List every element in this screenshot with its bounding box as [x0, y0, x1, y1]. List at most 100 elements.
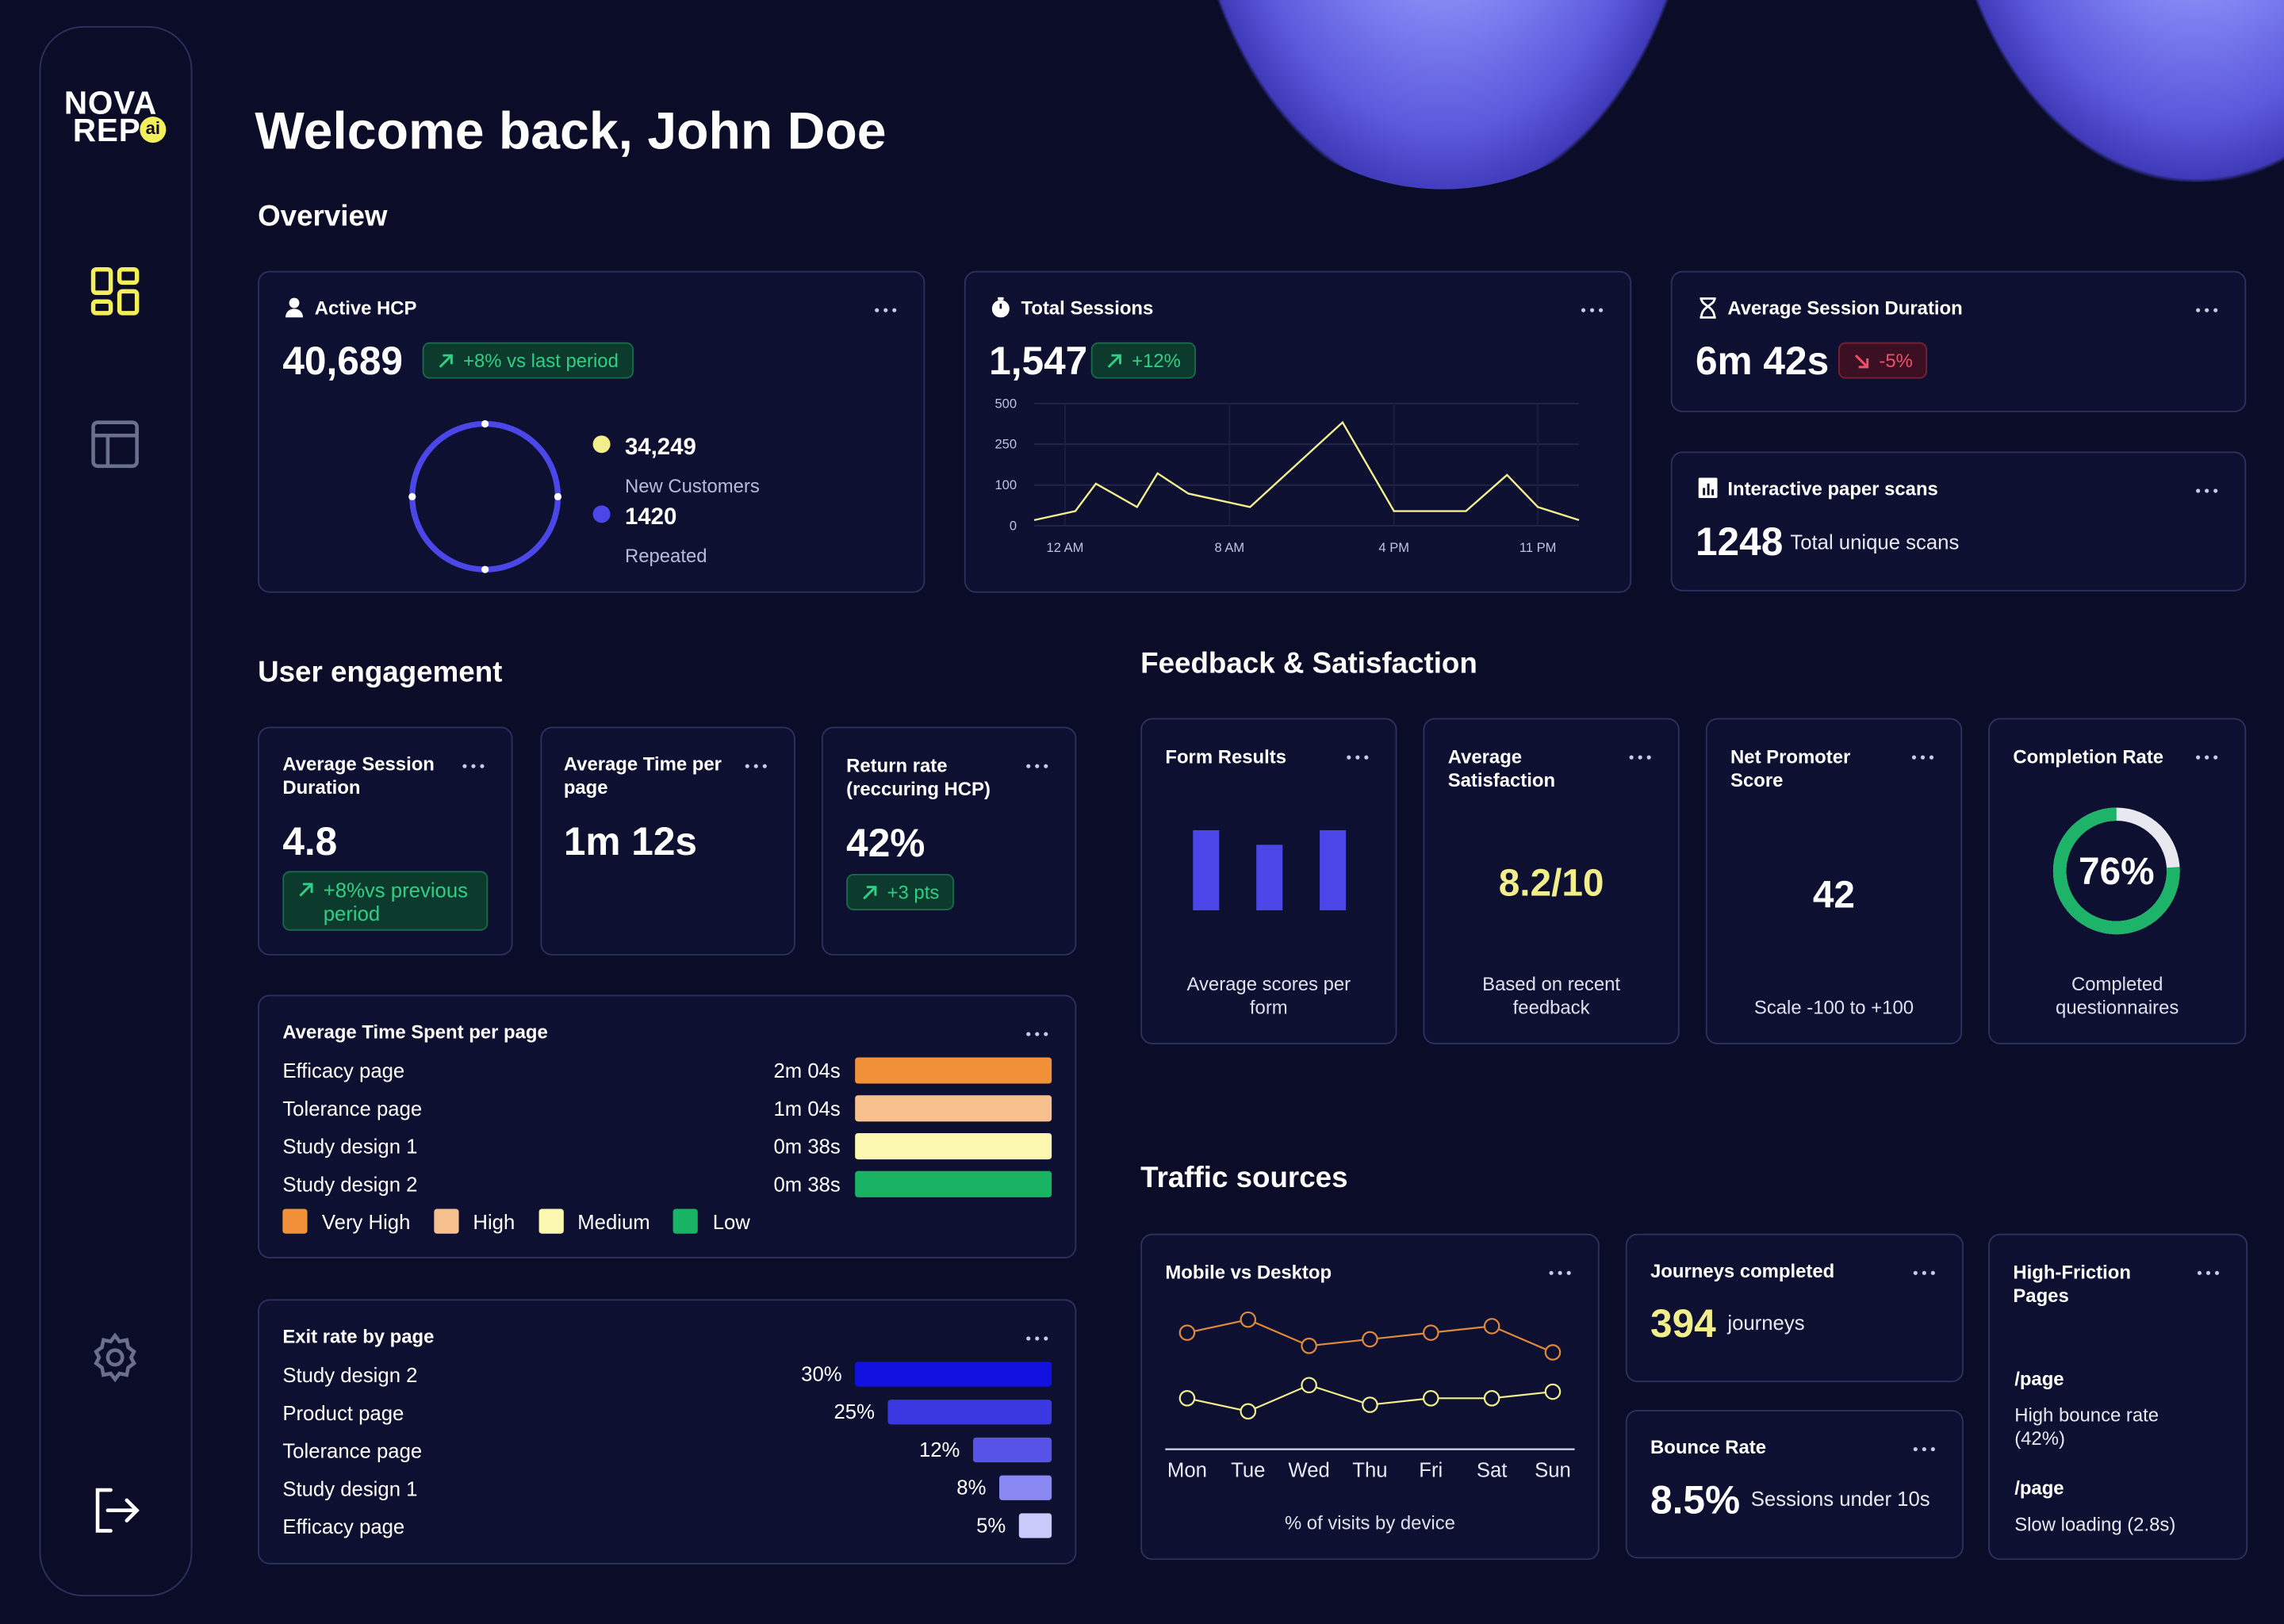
dot [1355, 755, 1360, 760]
nav-logout[interactable] [90, 1486, 140, 1535]
card [258, 1299, 1077, 1565]
legend-swatch [538, 1208, 563, 1234]
card-title: Exit rate by page [282, 1325, 435, 1348]
dot [1035, 1032, 1040, 1036]
menu-dots[interactable] [1911, 754, 1934, 760]
kpi-note: Total unique scans [1790, 530, 1960, 553]
change-text: +12% [1132, 349, 1181, 372]
dot [462, 764, 467, 768]
menu-dots[interactable] [2195, 308, 2218, 313]
card-title: Net Promoter Score [1730, 745, 1851, 791]
section-title: User engagement [258, 657, 503, 689]
menu-dots[interactable] [2197, 1270, 2220, 1276]
time-value: 1m 04s [773, 1097, 841, 1120]
dot [480, 764, 485, 768]
kpi-value: 8.5% [1650, 1478, 1741, 1522]
card-caption: Based on recent feedback [1482, 972, 1621, 1018]
menu-dots[interactable] [1346, 754, 1369, 760]
dot [2213, 488, 2218, 493]
kpi-value: 1248 [1695, 519, 1784, 564]
arrow-up [299, 883, 313, 897]
legend-swatch [433, 1208, 459, 1234]
dot [2205, 308, 2209, 312]
card [1625, 1409, 1964, 1559]
dot [1566, 1270, 1571, 1275]
menu-dots[interactable] [2195, 488, 2218, 493]
customer-value: 1420 [624, 505, 677, 530]
dot [1930, 1447, 1935, 1452]
page-name: Study design 2 [282, 1363, 418, 1387]
dot [1026, 1032, 1031, 1036]
nav-settings[interactable] [90, 1332, 140, 1383]
section-title: Overview [258, 201, 388, 233]
legend-swatch [673, 1208, 699, 1234]
dot [2205, 488, 2209, 493]
change-text: +8%vs previous period [323, 878, 468, 925]
page-name: Study design 1 [282, 1134, 418, 1159]
page-name: Efficacy page [282, 1059, 405, 1082]
menu-dots[interactable] [874, 308, 897, 313]
dot [1638, 755, 1642, 760]
page-name: Efficacy page [282, 1515, 405, 1538]
level-bar [855, 1133, 1052, 1160]
kpi-value: 42% [846, 821, 925, 866]
dot [2196, 488, 2201, 493]
legend-dot [592, 505, 611, 523]
menu-dots[interactable] [1913, 1270, 1936, 1276]
card-caption: % of visits by device [1284, 1511, 1455, 1534]
dot [1364, 755, 1369, 760]
dot [762, 764, 767, 768]
arrow-down [1854, 354, 1869, 368]
dot [1911, 755, 1917, 760]
card-title: Interactive paper scans [1727, 477, 1938, 500]
nav-layout[interactable] [90, 419, 140, 469]
card-title: Total Sessions [1021, 297, 1154, 320]
section-title: Traffic sources [1140, 1162, 1348, 1195]
decor-torus [1191, 0, 1695, 190]
card [258, 994, 1077, 1258]
card-caption: Scale -100 to +100 [1753, 996, 1914, 1018]
card [1988, 1233, 2248, 1561]
menu-dots[interactable] [2195, 754, 2218, 760]
dot [2197, 1270, 2202, 1275]
card-title: Average Session Duration [282, 753, 435, 798]
card-title: Form Results [1165, 745, 1286, 768]
legend-label: High [473, 1209, 515, 1233]
menu-dots[interactable] [1025, 1031, 1048, 1036]
menu-dots[interactable] [1913, 1446, 1936, 1452]
legend-swatch [282, 1208, 308, 1234]
kpi-value: 6m 42s [1695, 339, 1830, 384]
menu-dots[interactable] [462, 763, 485, 768]
nav-dashboard[interactable] [90, 266, 140, 316]
dot [1589, 308, 1595, 312]
menu-dots[interactable] [1628, 754, 1651, 760]
card [1625, 1233, 1964, 1383]
icon-user [286, 297, 304, 318]
kpi-note: Sessions under 10s [1750, 1487, 1930, 1511]
dot [1629, 755, 1634, 760]
dot [1026, 1336, 1031, 1341]
menu-dots[interactable] [1025, 1335, 1048, 1341]
dot [2205, 755, 2209, 760]
arrow-up [1107, 353, 1121, 367]
arrow-up [439, 353, 453, 367]
menu-dots[interactable] [1025, 763, 1048, 768]
legend-dot [592, 435, 611, 454]
card [1423, 718, 1680, 1044]
customer-label: New Customers [624, 474, 760, 497]
dot [2196, 308, 2201, 312]
dot [1646, 755, 1651, 760]
icon-timer [991, 297, 1010, 318]
card-title: Return rate (reccuring HCP) [846, 754, 991, 799]
page-title: Welcome back, John Doe [255, 100, 887, 161]
legend-label: Medium [577, 1209, 650, 1233]
card-caption: Average scores per form [1186, 972, 1351, 1018]
dot [745, 764, 749, 768]
menu-dots[interactable] [1548, 1270, 1571, 1276]
menu-dots[interactable] [1581, 308, 1604, 313]
dot [1044, 1336, 1048, 1341]
dot [1347, 755, 1351, 760]
menu-dots[interactable] [745, 763, 768, 768]
dot [2196, 755, 2201, 760]
